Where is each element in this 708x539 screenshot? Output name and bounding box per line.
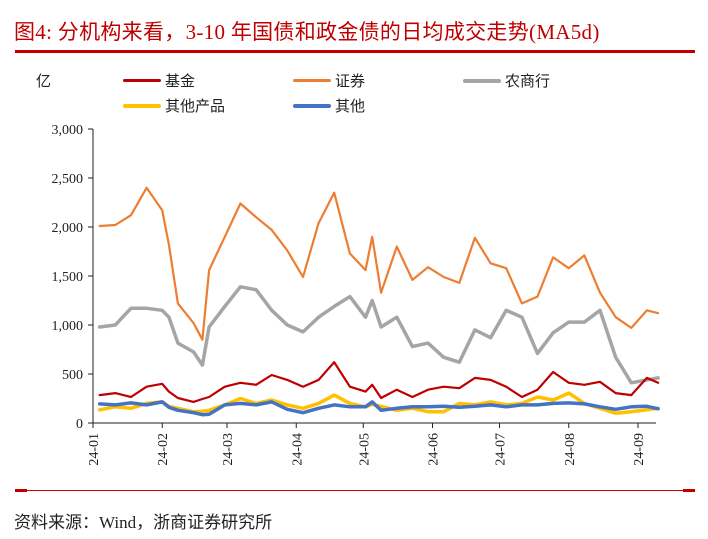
legend-item-rural-banks: 农商行 [463, 70, 550, 91]
x-tick-label: 24-09 [632, 433, 647, 466]
legend-swatch [293, 79, 331, 82]
legend-item-other: 其他 [293, 95, 365, 116]
series-line-rural-banks [97, 285, 660, 385]
footer-divider-cap [15, 489, 27, 492]
x-tick-label: 24-07 [494, 433, 509, 466]
x-tick-label: 24-03 [221, 433, 236, 466]
x-tick-label: 24-06 [427, 433, 442, 466]
x-tick-label: 24-08 [563, 433, 578, 466]
series-line-funds [98, 361, 660, 403]
y-tick-label: 2,500 [52, 172, 84, 187]
x-tick-label: 24-02 [156, 433, 171, 466]
footer-divider [15, 490, 695, 491]
series-line-other [97, 400, 660, 417]
figure-title: 图4: 分机构来看，3-10 年国债和政金债的日均成交走势(MA5d) [14, 20, 600, 44]
source-note: 资料来源：Wind，浙商证券研究所 [14, 513, 273, 532]
y-tick-label: 3,000 [52, 123, 84, 138]
y-tick-label: 1,000 [52, 319, 84, 334]
legend-item-funds: 基金 [123, 70, 195, 91]
legend-item-securities: 证券 [293, 70, 365, 91]
x-tick-label: 24-01 [87, 433, 102, 466]
legend-swatch [293, 103, 331, 108]
y-axis-unit: 亿 [36, 74, 52, 90]
title-divider [15, 50, 695, 53]
legend-label: 农商行 [505, 74, 551, 90]
legend-item-other-products: 其他产品 [123, 95, 225, 116]
legend-label: 其他 [335, 99, 366, 115]
x-tick-label: 24-04 [290, 433, 305, 466]
y-tick-label: 500 [62, 368, 83, 383]
legend-label: 证券 [335, 74, 366, 90]
y-tick-label: 0 [76, 417, 83, 432]
footer-divider-cap [683, 489, 695, 492]
x-tick-label: 24-05 [357, 433, 372, 466]
series-line-securities [98, 186, 660, 341]
legend-label: 其他产品 [165, 99, 226, 115]
legend-swatch [123, 79, 161, 82]
legend-swatch [123, 103, 161, 108]
legend-swatch [463, 78, 501, 83]
legend-label: 基金 [165, 74, 196, 90]
y-tick-label: 2,000 [52, 221, 84, 236]
y-tick-label: 1,500 [52, 270, 84, 285]
